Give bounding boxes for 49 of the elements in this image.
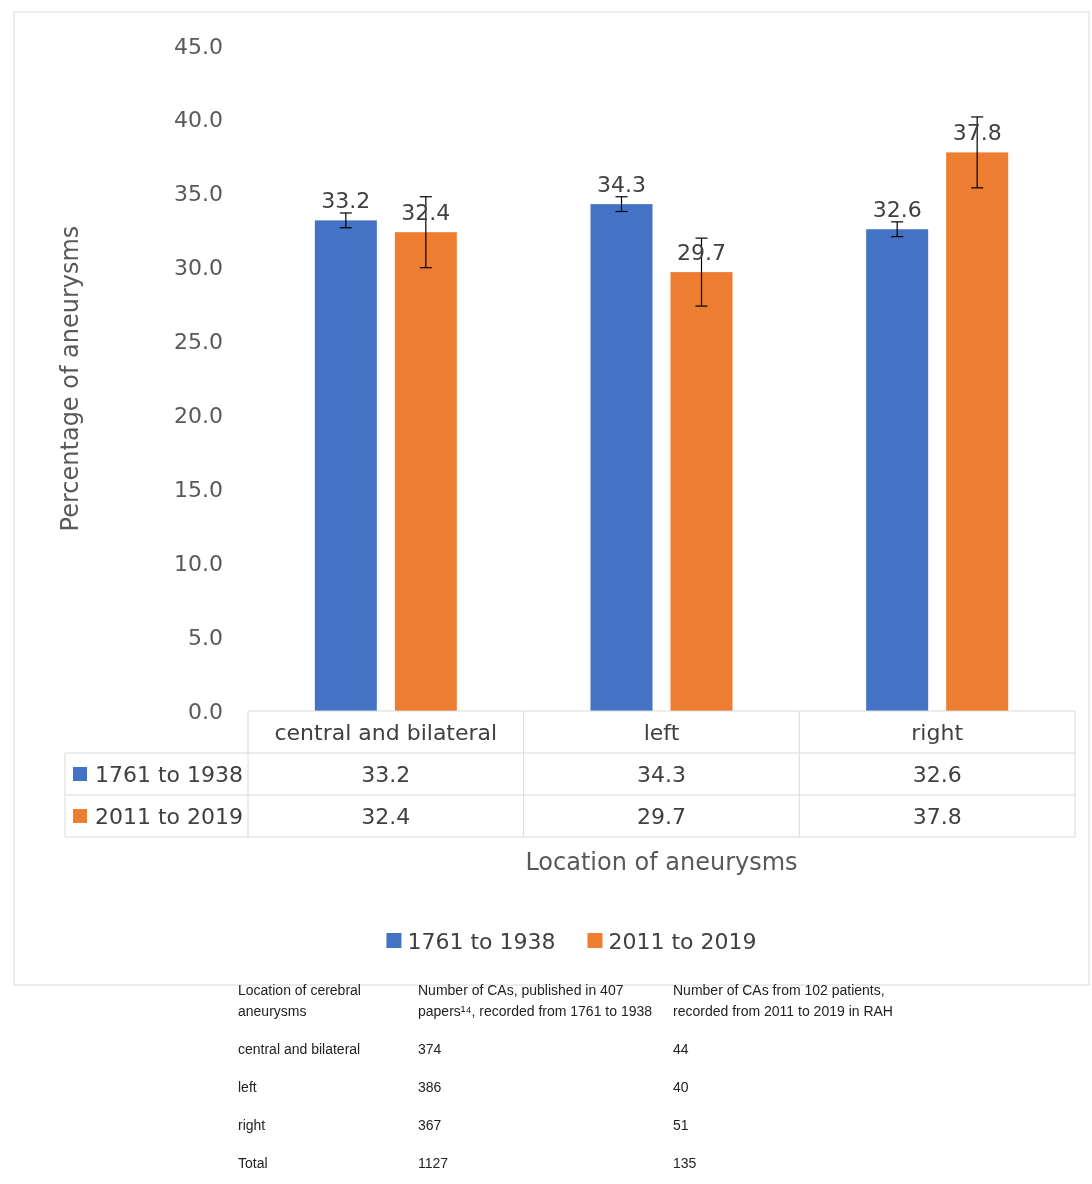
y-tick-label: 10.0: [174, 550, 223, 576]
y-tick-label: 30.0: [174, 255, 223, 281]
text: 51: [672, 1116, 690, 1135]
annotation: 34.3: [597, 172, 646, 198]
text: Location of cerebral aneurysms: [237, 981, 362, 1021]
x-tick-label: right: [911, 720, 964, 745]
bar: [314, 220, 377, 711]
text: Number of CAs from 102 patients, recorded from 2011 to 2019 in RAH: [672, 981, 894, 1021]
text: 374: [417, 1040, 443, 1059]
legend-label: 2011 to 2019: [95, 804, 244, 829]
legend-label: 1761 to 1938: [95, 762, 244, 787]
text: 2011 to 2019: [608, 929, 757, 954]
data-label: 37.8: [912, 804, 962, 829]
data-label: 32.4: [361, 804, 411, 829]
text: 135: [672, 1154, 698, 1173]
y-tick-label: 20.0: [174, 402, 223, 428]
bar: [670, 272, 733, 711]
bar: [394, 232, 457, 711]
text: right: [237, 1116, 267, 1135]
y-tick-label: 5.0: [188, 624, 223, 650]
bar: [946, 152, 1009, 711]
y-tick-label: 45.0: [174, 33, 223, 59]
x-tick-label: central and bilateral: [274, 720, 498, 745]
data-label: 34.3: [637, 762, 686, 787]
bar: [590, 204, 653, 711]
y-axis-title: Percentage of aneurysms: [56, 225, 84, 532]
text: Total: [237, 1154, 269, 1173]
text: 367: [417, 1116, 443, 1135]
text: 1761 to 1938: [407, 929, 556, 954]
text: 40: [672, 1078, 690, 1097]
y-tick-label: 0.0: [188, 698, 223, 724]
data-label: 32.6: [912, 762, 962, 787]
text: central and bilateral: [237, 1040, 362, 1059]
bar: [866, 229, 929, 711]
x-tick-label: left: [643, 720, 680, 745]
text: 1127: [417, 1154, 450, 1173]
y-tick-label: 35.0: [174, 181, 223, 207]
text: 44: [672, 1040, 690, 1059]
y-tick-label: 40.0: [174, 107, 223, 133]
text: 386: [417, 1078, 443, 1097]
y-tick-label: 15.0: [174, 476, 223, 502]
x-axis-title: Location of aneurysms: [525, 848, 798, 876]
annotation: 32.6: [872, 197, 922, 223]
data-label: 33.2: [361, 762, 411, 787]
text: Number of CAs, published in 407 papers¹⁴, recorded from 1761 to 1938: [417, 981, 654, 1021]
y-tick-label: 25.0: [174, 329, 223, 355]
text: left: [237, 1078, 258, 1097]
annotation: 33.2: [321, 188, 371, 214]
data-label: 29.7: [637, 804, 686, 829]
